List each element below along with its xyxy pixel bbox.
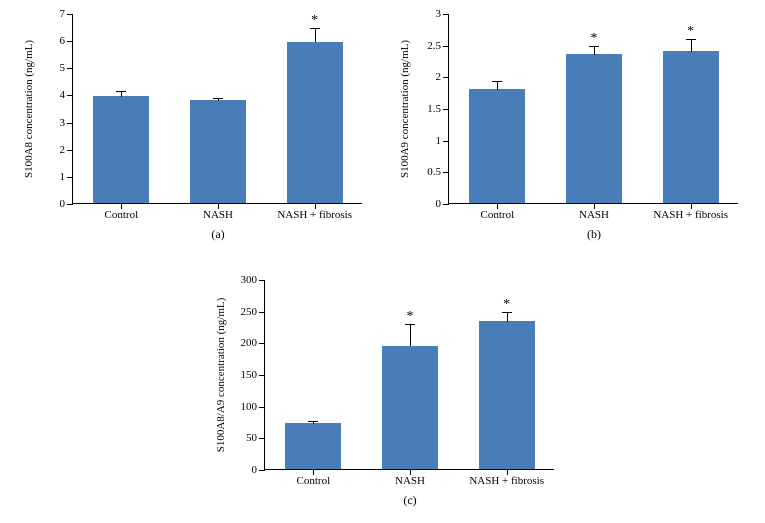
y-tick-label: 2.5 — [427, 40, 449, 52]
y-tick-label: 0 — [252, 464, 266, 476]
y-tick-label: 300 — [241, 274, 266, 286]
panel-c: S100A8/A9 concentration (ng/mL)050100150… — [264, 280, 554, 470]
y-tick-label: 4 — [60, 89, 74, 101]
y-tick-label: 1.5 — [427, 103, 449, 115]
error-bar-cap — [686, 39, 696, 40]
y-axis-label: S100A9 concentration (ng/mL) — [399, 39, 411, 177]
y-tick-label: 0 — [60, 198, 74, 210]
significance-marker: * — [687, 25, 694, 39]
bar — [566, 54, 622, 203]
y-tick-label: 50 — [246, 432, 265, 444]
panel-sublabel: (c) — [403, 469, 416, 508]
x-tick-label: NASH + fibrosis — [277, 203, 352, 221]
figure-root: S100A8 concentration (ng/mL) 0 1 2 3 4 5 6 7 Cont… — [0, 0, 765, 523]
error-bar-cap — [492, 81, 502, 82]
y-tick-label: 150 — [241, 369, 266, 381]
plot-area: S100A8/A9 concentration (ng/mL)050100150… — [264, 280, 554, 470]
bar — [285, 423, 341, 469]
significance-marker: * — [311, 14, 318, 28]
error-bar-cap — [308, 421, 318, 422]
error-bar-stem — [497, 81, 498, 91]
y-axis-label: S100A8 concentration (ng/mL) — [23, 39, 35, 177]
panel-sublabel: (a) — [211, 203, 224, 242]
error-bar-stem — [594, 46, 595, 56]
x-tick-label: Control — [297, 469, 331, 487]
error-bar-stem — [507, 312, 508, 322]
error-bar-cap — [589, 46, 599, 47]
bar — [479, 321, 535, 469]
y-tick-label: 0 — [436, 198, 450, 210]
y-tick-label: 3 — [60, 117, 74, 129]
y-tick-label: 5 — [60, 62, 74, 74]
error-bar-stem — [691, 39, 692, 52]
y-tick-label: 2 — [60, 144, 74, 156]
x-tick-label: Control — [105, 203, 139, 221]
bar — [93, 96, 149, 203]
significance-marker: * — [591, 32, 598, 46]
y-axis-label: S100A8/A9 concentration (ng/mL) — [215, 297, 227, 452]
y-tick-label: 6 — [60, 35, 74, 47]
y-tick-label: 0.5 — [427, 166, 449, 178]
y-tick-label: 2 — [436, 71, 450, 83]
x-tick-label: NASH + fibrosis — [469, 469, 544, 487]
bar — [469, 89, 525, 203]
significance-marker: * — [503, 298, 510, 312]
panel-a: S100A8 concentration (ng/mL)01234567Cont… — [72, 14, 362, 204]
y-tick-label: 250 — [241, 306, 266, 318]
plot-area: S100A8 concentration (ng/mL)01234567Cont… — [72, 14, 362, 204]
bar — [382, 346, 438, 470]
y-tick-label: 3 — [436, 8, 450, 20]
bar — [663, 51, 719, 203]
error-bar-cap — [405, 324, 415, 325]
panel-sublabel: (b) — [587, 203, 601, 242]
error-bar-cap — [116, 91, 126, 92]
bar — [190, 100, 246, 203]
error-bar-cap — [310, 28, 320, 29]
error-bar-cap — [502, 312, 512, 313]
y-tick-label: 1 — [436, 135, 450, 147]
y-tick-label: 200 — [241, 337, 266, 349]
error-bar-stem — [410, 324, 411, 347]
y-tick-label: 7 — [60, 8, 74, 20]
panel-b: S100A9 concentration (ng/mL)00.511.522.5… — [448, 14, 738, 204]
significance-marker: * — [407, 310, 414, 324]
error-bar-stem — [315, 28, 316, 43]
y-tick-label: 100 — [241, 401, 266, 413]
x-tick-label: Control — [481, 203, 515, 221]
bar — [287, 42, 343, 204]
x-tick-label: NASH + fibrosis — [653, 203, 728, 221]
y-tick-label: 1 — [60, 171, 74, 183]
error-bar-cap — [213, 98, 223, 99]
plot-area: S100A9 concentration (ng/mL)00.511.522.5… — [448, 14, 738, 204]
